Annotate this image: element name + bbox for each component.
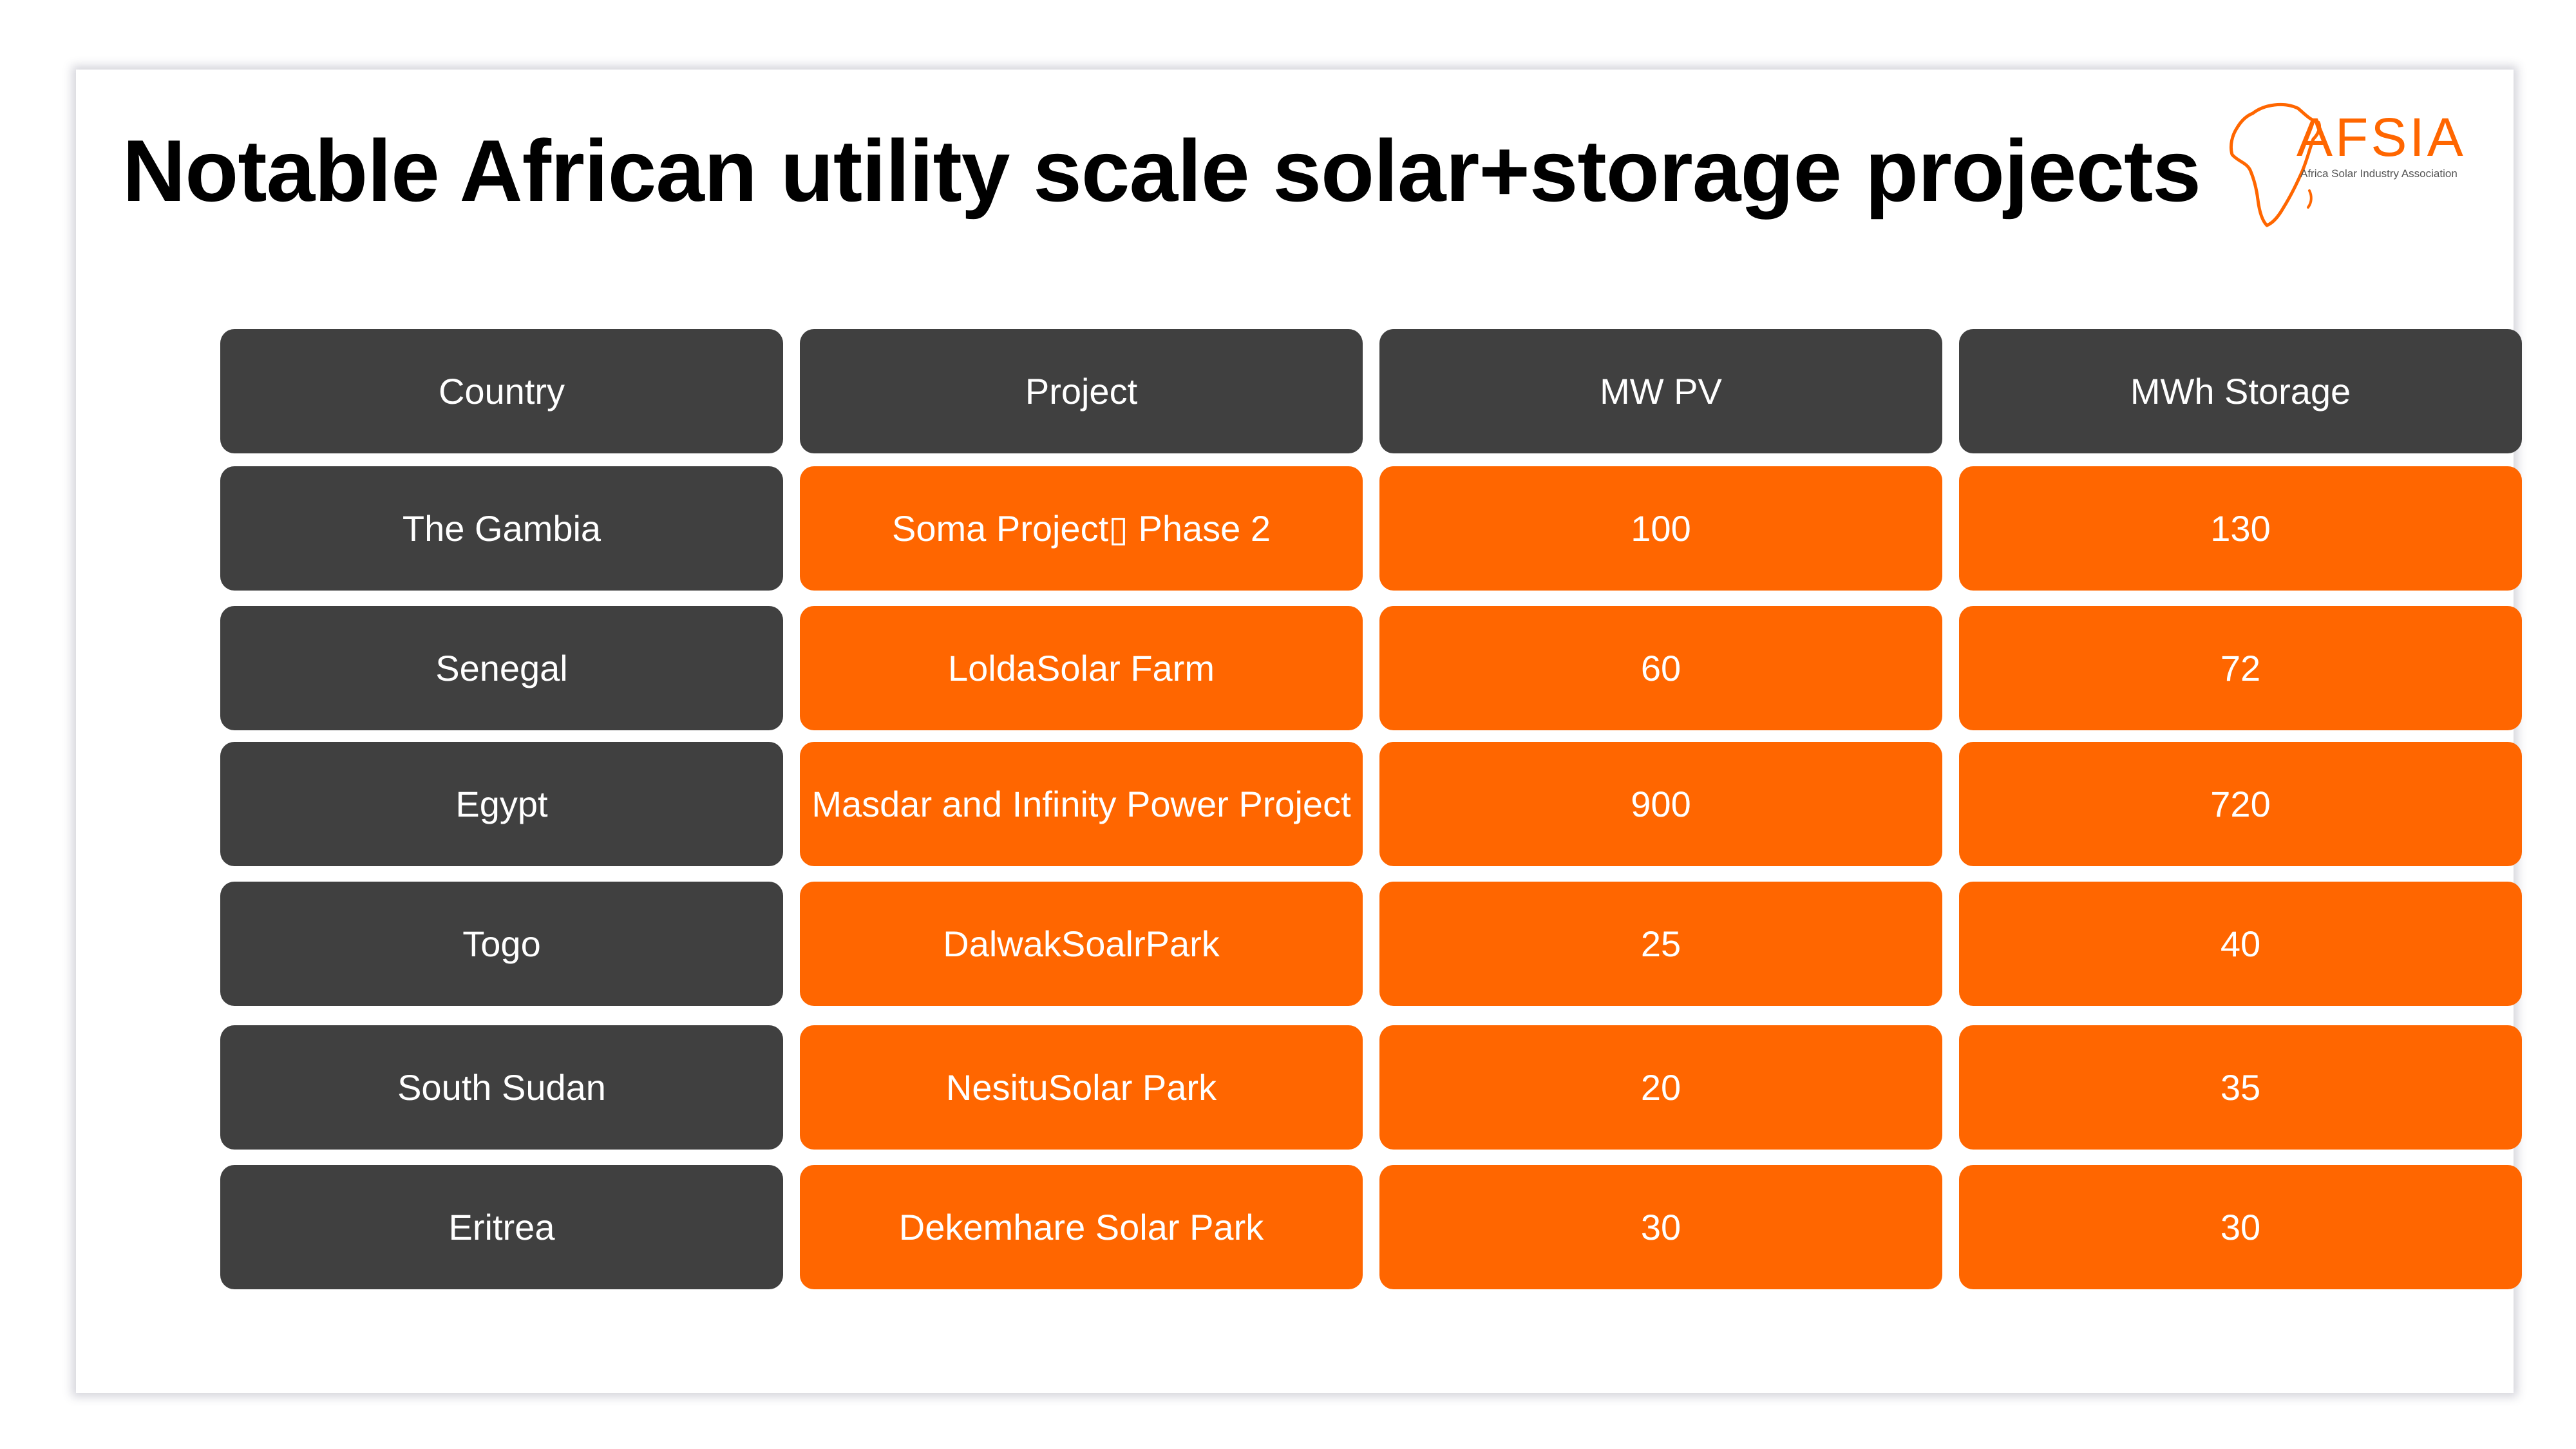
project-cell: NesituSolar Park bbox=[800, 1025, 1363, 1150]
mwh-storage-cell: 30 bbox=[1959, 1165, 2522, 1289]
logo-subtitle: Africa Solar Industry Association bbox=[2300, 167, 2458, 180]
africa-outline-icon bbox=[2229, 103, 2322, 227]
project-cell: Dekemhare Solar Park bbox=[800, 1165, 1363, 1289]
logo-wordmark: AFSIA bbox=[2297, 107, 2466, 167]
mw-pv-cell: 60 bbox=[1379, 606, 1942, 730]
mwh-storage-cell: 40 bbox=[1959, 882, 2522, 1006]
slide: Notable African utility scale solar+stor… bbox=[76, 70, 2522, 1393]
project-cell: Soma Project▯ Phase 2 bbox=[800, 466, 1363, 591]
mw-pv-cell: 20 bbox=[1379, 1025, 1942, 1150]
project-cell: LoldaSolar Farm bbox=[800, 606, 1363, 730]
header-mwh-storage: MWh Storage bbox=[1959, 329, 2522, 453]
country-cell: The Gambia bbox=[220, 466, 783, 591]
country-cell: Togo bbox=[220, 882, 783, 1006]
project-cell: DalwakSoalrPark bbox=[800, 882, 1363, 1006]
header-country: Country bbox=[220, 329, 783, 453]
mw-pv-cell: 30 bbox=[1379, 1165, 1942, 1289]
country-cell: Senegal bbox=[220, 606, 783, 730]
afsia-logo: AFSIA Africa Solar Industry Association bbox=[2227, 94, 2478, 232]
country-cell: Eritrea bbox=[220, 1165, 783, 1289]
mwh-storage-cell: 72 bbox=[1959, 606, 2522, 730]
mwh-storage-cell: 720 bbox=[1959, 742, 2522, 866]
mwh-storage-cell: 130 bbox=[1959, 466, 2522, 591]
header-project: Project bbox=[800, 329, 1363, 453]
mwh-storage-cell: 35 bbox=[1959, 1025, 2522, 1150]
mw-pv-cell: 25 bbox=[1379, 882, 1942, 1006]
header-mw-pv: MW PV bbox=[1379, 329, 1942, 453]
project-cell: Masdar and Infinity Power Project bbox=[800, 742, 1363, 866]
country-cell: Egypt bbox=[220, 742, 783, 866]
country-cell: South Sudan bbox=[220, 1025, 783, 1150]
mw-pv-cell: 100 bbox=[1379, 466, 1942, 591]
slide-title: Notable African utility scale solar+stor… bbox=[122, 122, 2201, 220]
mw-pv-cell: 900 bbox=[1379, 742, 1942, 866]
